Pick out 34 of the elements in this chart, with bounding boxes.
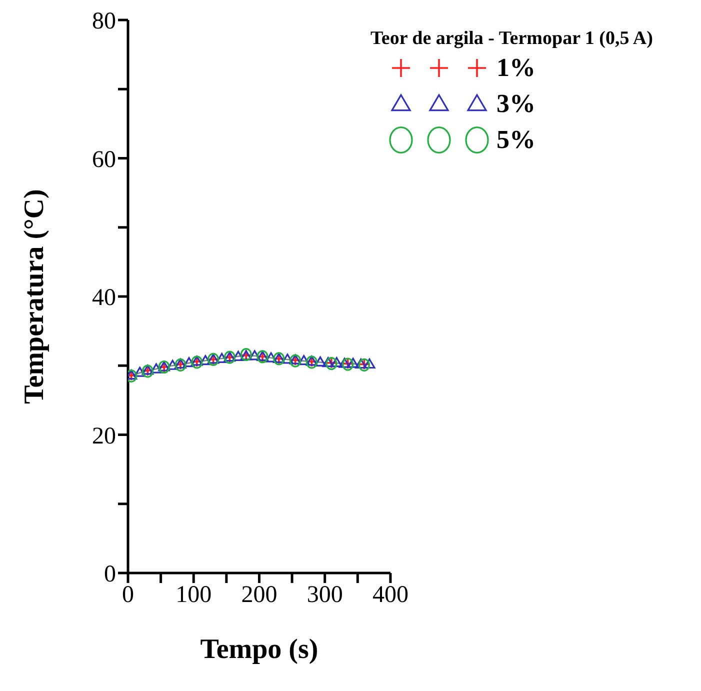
point	[298, 354, 310, 366]
point	[314, 356, 326, 366]
legend-label: 3%	[496, 89, 536, 119]
point	[347, 358, 359, 368]
x-tick-label: 300	[306, 582, 343, 608]
point	[338, 358, 350, 368]
point	[232, 350, 244, 361]
point	[265, 352, 277, 362]
x-axis-title: Tempo (s)	[200, 634, 318, 665]
legend-title: Teor de argila - Termopar 1 (0,5 A)	[370, 28, 653, 50]
y-tick-label: 20	[92, 423, 116, 450]
x-tick-label: 400	[372, 582, 408, 608]
legend-label: 5%	[496, 125, 536, 155]
y-tick-label: 80	[92, 8, 116, 35]
point	[355, 358, 367, 369]
point	[248, 350, 260, 360]
point	[183, 357, 195, 368]
point	[282, 354, 294, 364]
point	[134, 366, 146, 377]
point	[200, 354, 212, 366]
legend-label: 1%	[496, 53, 536, 83]
point	[330, 357, 342, 368]
y-tick-label: 0	[104, 562, 116, 588]
point	[216, 352, 228, 364]
x-tick-label: 200	[241, 582, 278, 608]
y-tick-label: 40	[92, 285, 116, 312]
point	[150, 363, 162, 374]
y-axis-title: Temperatura (°C)	[18, 189, 50, 404]
x-tick-label: 0	[122, 582, 134, 608]
point	[364, 358, 376, 369]
x-tick-label: 100	[176, 582, 212, 608]
point	[322, 357, 334, 368]
point	[166, 360, 178, 370]
y-tick-label: 60	[92, 146, 116, 173]
